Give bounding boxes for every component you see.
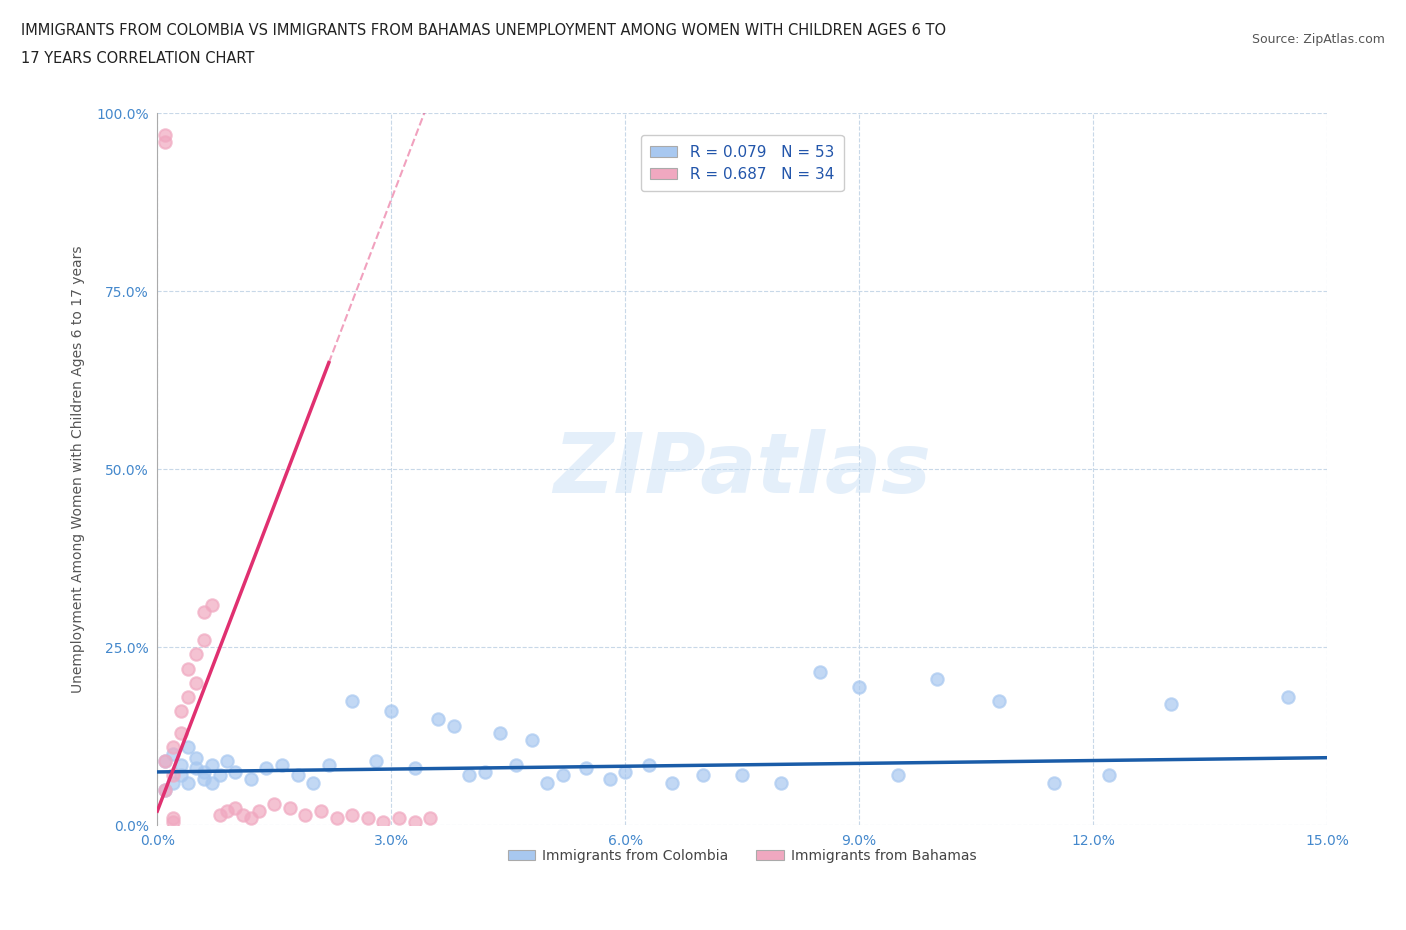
Text: 17 YEARS CORRELATION CHART: 17 YEARS CORRELATION CHART — [21, 51, 254, 66]
Point — [186, 751, 208, 765]
Point — [443, 718, 465, 733]
Point — [271, 757, 294, 772]
Point — [193, 772, 215, 787]
Point — [692, 768, 714, 783]
Point — [505, 757, 527, 772]
Point — [153, 135, 176, 150]
Point — [201, 776, 224, 790]
Point — [239, 772, 262, 787]
Text: ZIPatlas: ZIPatlas — [553, 429, 931, 510]
Point — [153, 782, 176, 797]
Point — [575, 761, 598, 776]
Point — [925, 672, 948, 687]
Point — [1277, 690, 1299, 705]
Point — [536, 776, 558, 790]
Point — [458, 768, 481, 783]
Point — [162, 768, 184, 783]
Point — [153, 754, 176, 769]
Point — [287, 768, 309, 783]
Point — [388, 811, 411, 826]
Point — [342, 693, 364, 708]
Point — [489, 725, 512, 740]
Point — [193, 604, 215, 619]
Point — [162, 811, 184, 826]
Point — [170, 768, 193, 783]
Point — [177, 739, 200, 754]
Point — [263, 796, 285, 811]
Point — [637, 757, 659, 772]
Point — [520, 733, 543, 748]
Point — [217, 804, 239, 818]
Point — [309, 804, 332, 818]
Point — [770, 776, 793, 790]
Point — [731, 768, 754, 783]
Point — [364, 754, 387, 769]
Point — [278, 800, 301, 815]
Point — [186, 647, 208, 662]
Point — [256, 761, 278, 776]
Point — [427, 711, 450, 726]
Point — [177, 690, 200, 705]
Point — [153, 127, 176, 142]
Point — [170, 704, 193, 719]
Point — [193, 632, 215, 647]
Point — [294, 807, 316, 822]
Point — [551, 768, 574, 783]
Y-axis label: Unemployment Among Women with Children Ages 6 to 17 years: Unemployment Among Women with Children A… — [72, 246, 86, 693]
Point — [232, 807, 254, 822]
Text: IMMIGRANTS FROM COLOMBIA VS IMMIGRANTS FROM BAHAMAS UNEMPLOYMENT AMONG WOMEN WIT: IMMIGRANTS FROM COLOMBIA VS IMMIGRANTS F… — [21, 23, 946, 38]
Point — [186, 761, 208, 776]
Point — [193, 764, 215, 779]
Point — [162, 747, 184, 762]
Point — [357, 811, 380, 826]
Point — [153, 754, 176, 769]
Point — [614, 764, 637, 779]
Point — [162, 815, 184, 830]
Point — [177, 661, 200, 676]
Legend: Immigrants from Colombia, Immigrants from Bahamas: Immigrants from Colombia, Immigrants fro… — [502, 844, 983, 869]
Point — [661, 776, 683, 790]
Point — [224, 800, 246, 815]
Point — [224, 764, 246, 779]
Point — [162, 739, 184, 754]
Point — [208, 768, 231, 783]
Point — [474, 764, 496, 779]
Point — [380, 704, 402, 719]
Point — [1043, 776, 1066, 790]
Point — [404, 815, 426, 830]
Point — [239, 811, 262, 826]
Point — [808, 665, 831, 680]
Text: Source: ZipAtlas.com: Source: ZipAtlas.com — [1251, 33, 1385, 46]
Point — [342, 807, 364, 822]
Point — [1097, 768, 1119, 783]
Point — [302, 776, 325, 790]
Point — [177, 776, 200, 790]
Point — [599, 772, 621, 787]
Point — [217, 754, 239, 769]
Point — [373, 815, 395, 830]
Point — [988, 693, 1011, 708]
Point — [1160, 697, 1182, 711]
Point — [325, 811, 347, 826]
Point — [419, 811, 441, 826]
Point — [208, 807, 231, 822]
Point — [170, 757, 193, 772]
Point — [162, 776, 184, 790]
Point — [404, 761, 426, 776]
Point — [186, 675, 208, 690]
Point — [247, 804, 270, 818]
Point — [318, 757, 340, 772]
Point — [170, 725, 193, 740]
Point — [153, 782, 176, 797]
Point — [848, 679, 870, 694]
Point — [201, 597, 224, 612]
Point — [201, 757, 224, 772]
Point — [887, 768, 910, 783]
